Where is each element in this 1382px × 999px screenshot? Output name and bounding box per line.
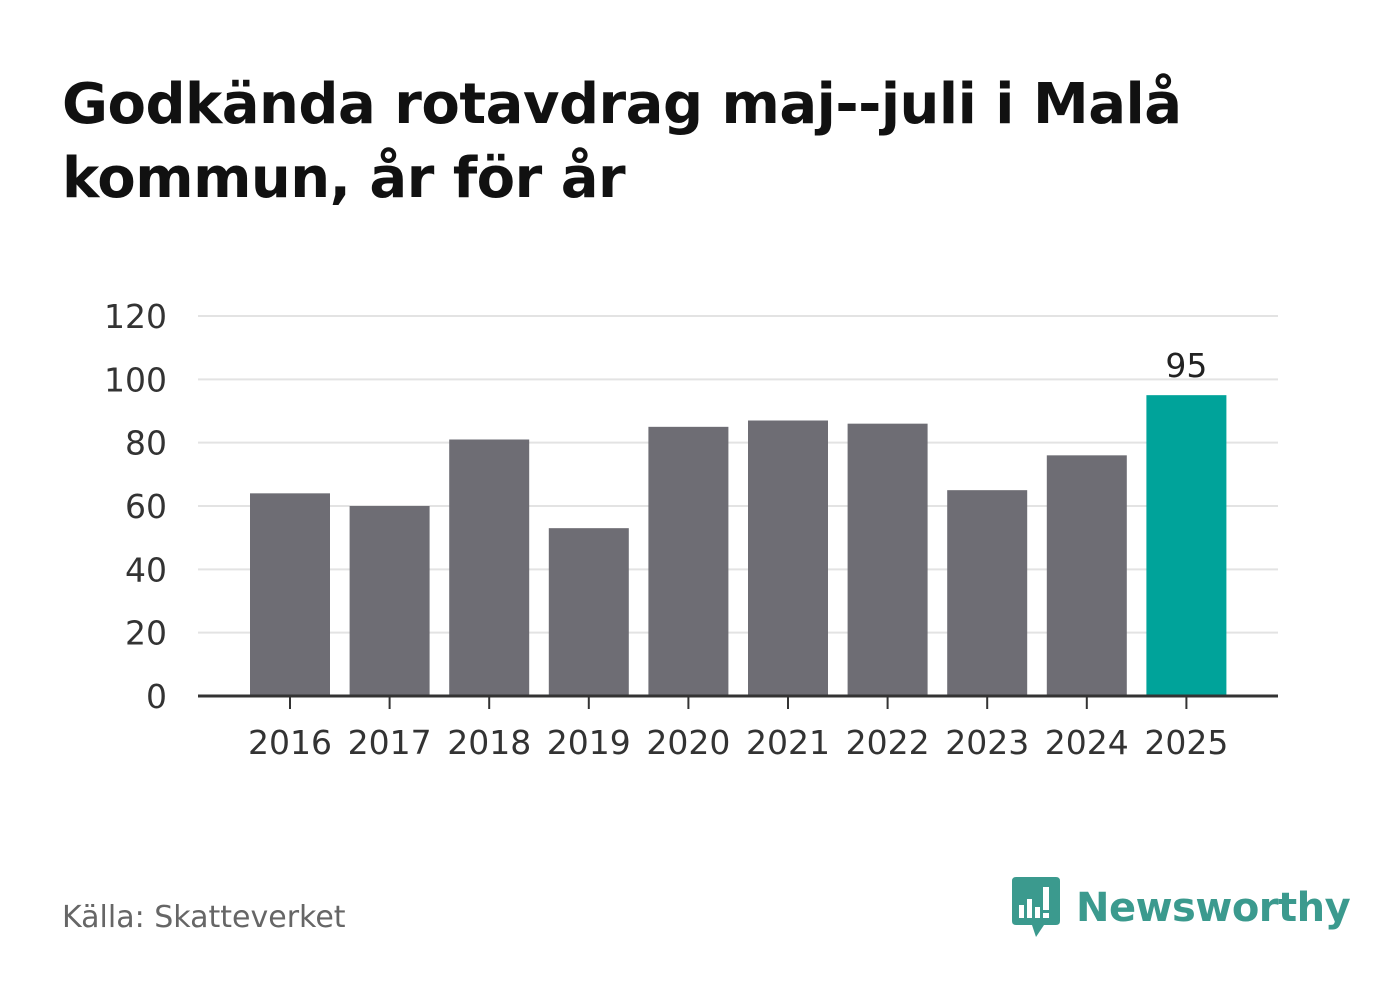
bar-2021 [748, 420, 828, 696]
x-tick-label: 2019 [547, 723, 631, 762]
bar-2022 [847, 423, 928, 696]
brand-name: Newsworthy [1076, 885, 1351, 931]
bar-2020 [648, 426, 729, 696]
bar-2025 [1146, 395, 1227, 696]
x-tick-label: 2021 [746, 723, 830, 762]
chart-title: Godkända rotavdrag maj--juli i Malå komm… [62, 72, 1182, 211]
data-label: 95 [1165, 346, 1207, 385]
source-note: Källa: Skatteverket [62, 900, 346, 935]
x-tick-label: 2020 [646, 723, 730, 762]
bar-2024 [1046, 455, 1127, 696]
y-tick-label: 0 [146, 677, 167, 716]
y-tick-label: 40 [125, 550, 167, 589]
y-tick-label: 20 [125, 614, 167, 653]
x-tick-label: 2024 [1045, 723, 1129, 762]
y-tick-label: 120 [104, 297, 167, 336]
y-tick-label: 80 [125, 424, 167, 463]
y-axis-ticks: 0 20 40 60 80 100 120 [104, 297, 167, 716]
bars [250, 395, 1227, 696]
x-tick-label: 2023 [945, 723, 1029, 762]
bar-2016 [250, 493, 330, 696]
x-tick-label: 2017 [348, 723, 432, 762]
bar-2018 [449, 439, 530, 696]
data-labels: 95 [1165, 346, 1207, 385]
x-axis: 2016 2017 2018 2019 2020 2021 2022 2023 2024 2025 [198, 694, 1278, 762]
bar-2019 [548, 528, 629, 696]
y-tick-label: 60 [125, 487, 167, 526]
newsworthy-logo-icon [1012, 877, 1060, 937]
newsworthy-logo: Newsworthy [1010, 876, 1351, 940]
bar-2017 [349, 506, 430, 696]
y-tick-label: 100 [104, 360, 167, 399]
bar-2023 [947, 490, 1028, 696]
x-tick-label: 2025 [1144, 723, 1228, 762]
x-tick-label: 2022 [846, 723, 930, 762]
x-tick-label: 2018 [447, 723, 531, 762]
x-tick-label: 2016 [248, 723, 332, 762]
